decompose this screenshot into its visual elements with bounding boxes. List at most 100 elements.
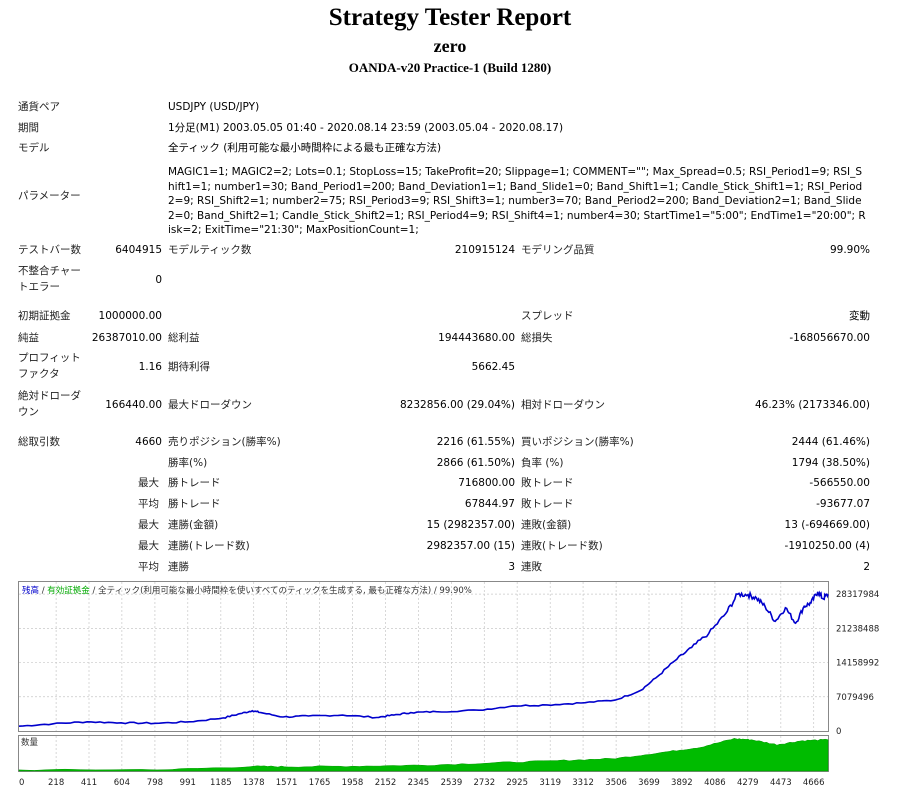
- cons-profit-value: 2982357.00 (15): [426, 540, 515, 552]
- x-tick-label: 411: [81, 778, 97, 788]
- model-label: モデル: [18, 142, 50, 154]
- x-tick-label: 798: [147, 778, 163, 788]
- avg-loss-value: -93677.07: [816, 498, 870, 510]
- y-tick-label: 21238488: [836, 624, 879, 634]
- expected-payoff-value: 5662.45: [471, 361, 515, 373]
- net-profit-value: 26387010.00: [91, 332, 162, 344]
- balance-chart: 残高 / 有効証拠金 / 全ティック(利用可能な最小時間枠を使いすべてのティック…: [18, 581, 879, 788]
- long-positions-label: 買いポジション(勝率%): [521, 436, 634, 448]
- y-axis-labels: 28317984 21238488 14158992 7079496 0: [836, 590, 879, 737]
- x-tick-label: 2539: [441, 778, 463, 788]
- x-tick-label: 1185: [210, 778, 232, 788]
- quality-value: 99.90%: [829, 244, 870, 256]
- period-value: 1分足(M1) 2003.05.05 01:40 - 2020.08.14 23…: [168, 122, 564, 134]
- bars-value: 6404915: [115, 244, 162, 256]
- volume-area: [18, 738, 829, 772]
- mismatch-label-2: トエラー: [18, 281, 60, 293]
- spread-value: 変動: [849, 310, 870, 322]
- avg-win-value: 67844.97: [464, 498, 515, 510]
- profit-factor-value: 1.16: [138, 361, 162, 373]
- x-tick-label: 4666: [803, 778, 825, 788]
- server-build: OANDA-v20 Practice-1 (Build 1280): [348, 60, 552, 75]
- largest-prefix: 最大: [138, 477, 159, 489]
- ticks-value: 210915124: [454, 244, 515, 256]
- avg-cons-wins-label: 連勝: [168, 561, 189, 573]
- x-tick-label: 3119: [539, 778, 561, 788]
- cons-profit-label: 連勝(トレード数): [168, 540, 250, 552]
- rel-drawdown-label: 相対ドローダウン: [521, 399, 605, 411]
- loss-rate-value: 1794 (38.50%): [791, 457, 870, 469]
- deposit-label: 初期証拠金: [18, 310, 71, 322]
- x-tick-label: 991: [180, 778, 196, 788]
- x-tick-label: 2345: [408, 778, 430, 788]
- x-tick-label: 3506: [605, 778, 627, 788]
- profit-factor-label: プロフィット: [18, 352, 81, 364]
- bars-label: テストバー数: [18, 244, 81, 256]
- avg-win-label: 勝トレード: [168, 498, 221, 510]
- short-positions-label: 売りポジション(勝率%): [168, 436, 281, 448]
- maximal-prefix: 最大: [138, 540, 159, 552]
- pair-label: 通貨ペア: [18, 101, 60, 113]
- abs-drawdown-value: 166440.00: [105, 399, 162, 411]
- net-profit-label: 純益: [18, 332, 39, 344]
- quality-label: モデリング品質: [521, 244, 595, 256]
- x-axis-labels: 0 218 411 604 798 991 1185 1378 1571 1765 1958 2152…: [19, 778, 825, 788]
- avg-loss-label: 敗トレード: [521, 498, 574, 510]
- volume-grid: [55, 736, 815, 771]
- x-tick-label: 4279: [737, 778, 759, 788]
- total-trades-label: 総取引数: [18, 436, 60, 448]
- x-tick-label: 2925: [506, 778, 528, 788]
- period-label: 期間: [18, 122, 39, 134]
- legend-sep: /: [39, 586, 47, 596]
- spread-label: スプレッド: [521, 310, 574, 322]
- horizontal-grid: [19, 593, 828, 698]
- avg-cons-losses-value: 2: [863, 561, 870, 573]
- x-tick-label: 1765: [309, 778, 331, 788]
- max-drawdown-label: 最大ドローダウン: [168, 399, 252, 411]
- abs-drawdown-label-2: ウン: [18, 406, 39, 418]
- legend-equity: 有効証拠金: [47, 585, 90, 596]
- x-tick-label: 4086: [704, 778, 726, 788]
- max-drawdown-value: 8232856.00 (29.04%): [399, 399, 515, 411]
- gross-profit-value: 194443680.00: [438, 332, 515, 344]
- gross-loss-value: -168056670.00: [789, 332, 870, 344]
- cons-losses-amount-label: 連敗(金額): [521, 519, 572, 531]
- cons-losses-amount-value: 13 (-694669.00): [784, 519, 870, 531]
- avg-cons-losses-label: 連敗: [521, 561, 542, 573]
- expected-payoff-label: 期待利得: [168, 361, 210, 373]
- params-label: パラメーター: [18, 190, 81, 202]
- total-trades-value: 4660: [135, 436, 162, 448]
- x-tick-label: 2732: [473, 778, 495, 788]
- params-value: MAGIC1=1; MAGIC2=2; Lots=0.1; StopLoss=1…: [168, 166, 866, 237]
- model-value: 全ティック (利用可能な最小時間枠による最も正確な方法): [168, 142, 442, 154]
- svg-text:残高 / 有効証拠金 / 全ティック(利用可能な最小時間枠を: 残高 / 有効証拠金 / 全ティック(利用可能な最小時間枠を使いすべてのティック…: [22, 585, 472, 596]
- loss-rate-label: 負率 (%): [521, 457, 564, 469]
- ticks-label: モデルティック数: [168, 244, 252, 256]
- y-tick-label: 7079496: [836, 693, 874, 703]
- x-tick-label: 3892: [671, 778, 693, 788]
- abs-drawdown-label: 絶対ドローダ: [18, 390, 81, 402]
- profit-factor-label-2: ファクタ: [18, 368, 60, 380]
- win-rate-value: 2866 (61.50%): [436, 457, 515, 469]
- y-tick-label: 0: [836, 727, 841, 737]
- x-tick-label: 3312: [572, 778, 594, 788]
- average-prefix: 平均: [138, 498, 159, 510]
- largest-win-label: 勝トレード: [168, 477, 221, 489]
- cons-wins-amount-label: 連勝(金額): [168, 519, 219, 531]
- gross-profit-label: 総利益: [168, 332, 200, 344]
- y-tick-label: 14158992: [836, 659, 879, 669]
- x-tick-label: 604: [114, 778, 130, 788]
- x-tick-label: 1958: [342, 778, 364, 788]
- x-tick-label: 1571: [276, 778, 298, 788]
- avg-cons-prefix: 平均: [138, 561, 159, 573]
- rel-drawdown-value: 46.23% (2173346.00): [754, 399, 870, 411]
- largest-win-value: 716800.00: [458, 477, 515, 489]
- mismatch-value: 0: [155, 274, 162, 286]
- report-title: Strategy Tester Report: [328, 4, 572, 31]
- cons-loss-value: -1910250.00 (4): [784, 540, 870, 552]
- short-positions-value: 2216 (61.55%): [436, 436, 515, 448]
- x-tick-label: 2152: [375, 778, 397, 788]
- legend-balance: 残高: [22, 585, 39, 596]
- x-tick-label: 0: [19, 778, 24, 788]
- pair-value: USDJPY (USD/JPY): [168, 101, 260, 113]
